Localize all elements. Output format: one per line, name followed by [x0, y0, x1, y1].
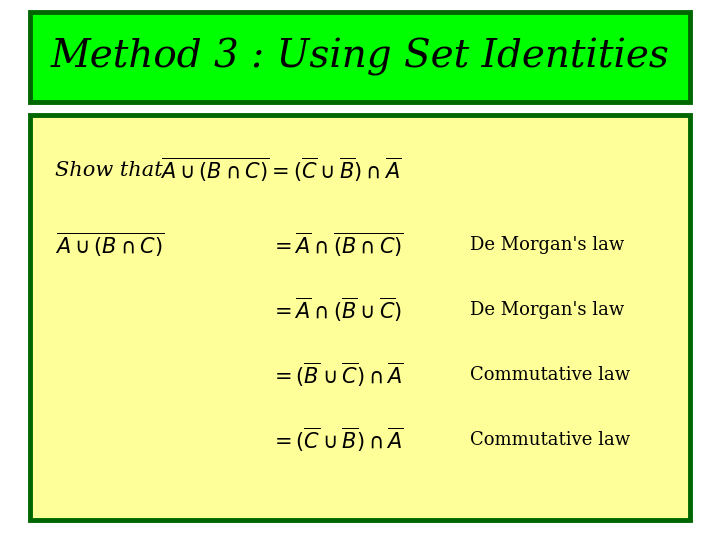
- Text: Commutative law: Commutative law: [470, 366, 630, 384]
- FancyBboxPatch shape: [30, 12, 690, 102]
- Text: $\overline{A \cup (B \cap C)} = (\overline{C} \cup \overline{B}) \cap \overline{: $\overline{A \cup (B \cap C)} = (\overli…: [160, 156, 401, 184]
- Text: $= \overline{A} \cap \overline{(B \cap C)}$: $= \overline{A} \cap \overline{(B \cap C…: [270, 231, 404, 259]
- Text: De Morgan's law: De Morgan's law: [470, 236, 624, 254]
- Text: Show that: Show that: [55, 160, 163, 179]
- Text: Commutative law: Commutative law: [470, 431, 630, 449]
- FancyBboxPatch shape: [30, 115, 690, 520]
- Text: $\overline{A \cup (B \cap C)}$: $\overline{A \cup (B \cap C)}$: [55, 231, 164, 259]
- Text: $= \overline{A} \cap (\overline{B} \cup \overline{C})$: $= \overline{A} \cap (\overline{B} \cup …: [270, 296, 402, 324]
- Text: $= (\overline{C} \cup \overline{B}) \cap \overline{A}$: $= (\overline{C} \cup \overline{B}) \cap…: [270, 426, 404, 454]
- Text: $= (\overline{B} \cup \overline{C}) \cap \overline{A}$: $= (\overline{B} \cup \overline{C}) \cap…: [270, 361, 404, 389]
- Text: Method 3 : Using Set Identities: Method 3 : Using Set Identities: [50, 38, 670, 76]
- Text: De Morgan's law: De Morgan's law: [470, 301, 624, 319]
